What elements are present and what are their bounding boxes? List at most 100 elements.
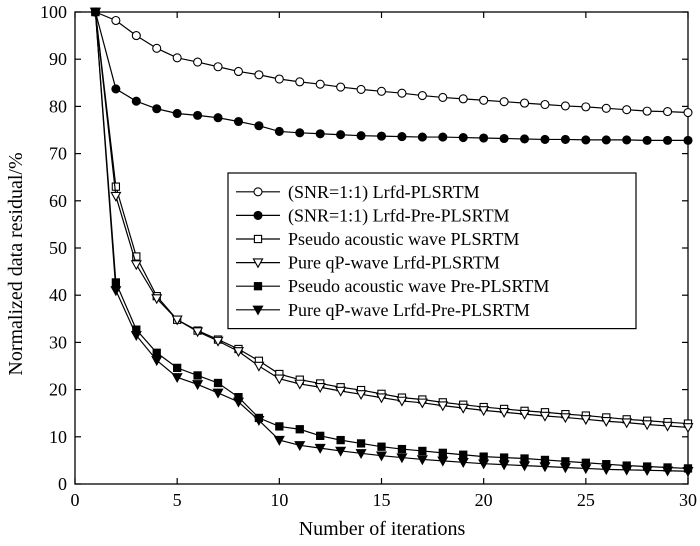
legend-label: Pseudo acoustic wave Pre-PLSRTM xyxy=(288,276,549,296)
series-line xyxy=(95,11,689,114)
x-tick-label: 20 xyxy=(475,490,493,510)
y-tick-label: 50 xyxy=(49,238,67,258)
y-tick-label: 20 xyxy=(49,380,67,400)
data-point xyxy=(274,126,284,136)
data-point xyxy=(356,439,366,448)
data-point xyxy=(479,452,488,461)
y-tick-label: 30 xyxy=(49,332,67,352)
data-point xyxy=(295,128,305,138)
series-layer xyxy=(89,7,694,477)
data-point xyxy=(437,401,449,412)
data-point xyxy=(315,79,325,89)
data-point xyxy=(417,90,427,101)
legend-marker xyxy=(253,282,263,291)
data-point xyxy=(89,7,101,18)
data-point xyxy=(111,84,121,94)
data-point xyxy=(682,423,694,434)
data-point xyxy=(479,95,489,105)
legend-label: (SNR=1:1) Lrfd-Pre-PLSRTM xyxy=(288,205,510,226)
data-point xyxy=(355,390,367,401)
data-point xyxy=(519,98,530,108)
data-point xyxy=(498,460,510,471)
legend-marker xyxy=(252,258,264,269)
data-point xyxy=(641,420,653,431)
legend-item: Pseudo acoustic wave Pre-PLSRTM xyxy=(236,276,549,296)
data-point xyxy=(580,415,592,426)
series-6 xyxy=(89,7,694,477)
data-point xyxy=(438,448,447,457)
data-point xyxy=(519,134,530,144)
legend-marker xyxy=(253,210,263,220)
y-tick-label: 0 xyxy=(58,474,67,494)
data-point xyxy=(457,403,469,414)
data-point xyxy=(233,66,244,77)
data-point xyxy=(683,107,693,118)
data-point xyxy=(580,464,592,475)
data-point xyxy=(622,135,632,145)
data-point xyxy=(478,459,490,470)
data-point xyxy=(560,134,570,144)
x-tick-label: 30 xyxy=(679,490,697,510)
legend-marker xyxy=(253,187,263,197)
legend-item: (SNR=1:1) Lrfd-Pre-PLSRTM xyxy=(236,205,510,226)
data-point xyxy=(213,378,223,388)
data-point xyxy=(683,135,693,145)
data-point xyxy=(539,462,551,473)
data-point xyxy=(418,446,427,456)
data-point xyxy=(642,106,652,116)
y-tick-label: 10 xyxy=(49,427,67,447)
data-point xyxy=(171,373,183,384)
data-point xyxy=(151,356,163,367)
data-point xyxy=(499,97,509,107)
data-point xyxy=(192,380,204,391)
data-point xyxy=(172,53,182,63)
data-point xyxy=(356,84,366,94)
data-point xyxy=(478,406,490,417)
data-point xyxy=(273,374,285,385)
data-point xyxy=(111,182,121,191)
data-point xyxy=(294,441,306,452)
data-point xyxy=(397,132,407,142)
data-point xyxy=(559,413,571,424)
data-point xyxy=(498,408,510,418)
x-tick-label: 25 xyxy=(577,490,595,510)
legend-label: Pure qP-wave Lrfd-Pre-PLSRTM xyxy=(288,300,530,320)
data-point xyxy=(376,86,387,96)
data-point xyxy=(294,379,306,390)
data-point xyxy=(417,132,427,142)
data-point xyxy=(377,442,386,451)
data-point xyxy=(314,443,326,454)
data-point xyxy=(559,463,571,474)
data-point xyxy=(131,31,141,41)
data-point xyxy=(213,62,223,72)
data-point xyxy=(458,94,468,104)
data-point xyxy=(540,134,550,144)
legend: (SNR=1:1) Lrfd-PLSRTM(SNR=1:1) Lrfd-Pre-… xyxy=(227,172,637,330)
data-point xyxy=(458,133,468,143)
legend-marker xyxy=(253,234,263,244)
data-point xyxy=(212,388,224,399)
data-point xyxy=(130,260,142,271)
data-point xyxy=(457,458,469,469)
series-1 xyxy=(90,7,693,118)
data-point xyxy=(232,397,245,408)
y-tick-label: 80 xyxy=(49,96,67,116)
data-point xyxy=(397,444,407,454)
data-point xyxy=(375,451,388,462)
data-point xyxy=(438,92,448,102)
y-tick-label: 100 xyxy=(40,2,67,22)
data-point xyxy=(171,315,183,326)
legend-item: Pure qP-wave Lrfd-Pre-PLSRTM xyxy=(236,300,530,320)
legend-marker xyxy=(252,305,264,316)
data-point xyxy=(275,422,284,431)
data-point xyxy=(274,74,284,84)
legend-label: Pseudo acoustic wave PLSRTM xyxy=(288,229,519,249)
data-point xyxy=(662,466,674,477)
data-point xyxy=(600,416,612,427)
series-5 xyxy=(91,7,693,473)
legend-box xyxy=(227,172,637,330)
data-point xyxy=(233,116,244,127)
data-point xyxy=(193,110,203,120)
plot-area: 0 5 10 15 20 25 30 0 10 20 30 40 50 60 70 80 90 100 xyxy=(40,2,697,510)
